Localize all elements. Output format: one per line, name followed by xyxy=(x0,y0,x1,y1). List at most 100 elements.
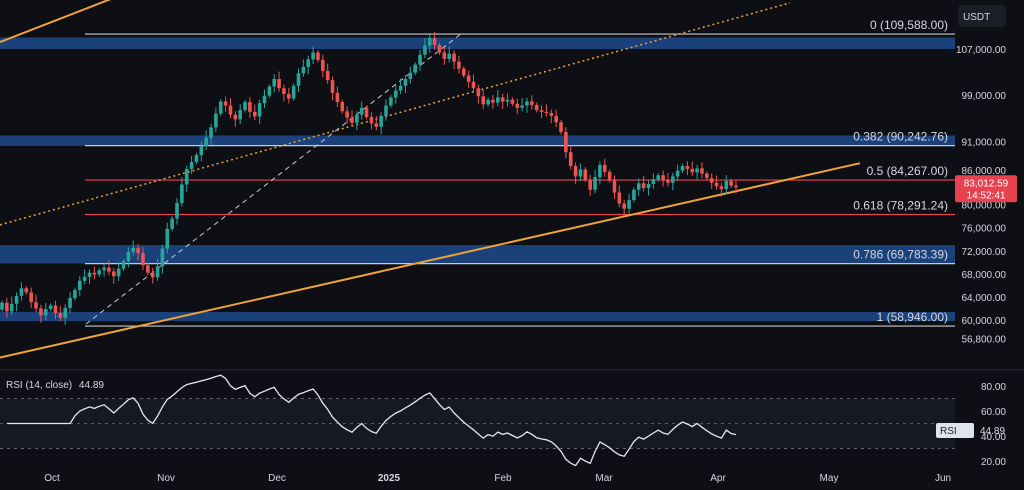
fib-level-label: 0.786 (69,783.39) xyxy=(853,248,948,262)
candle-body xyxy=(432,38,437,45)
candle-body xyxy=(199,146,204,156)
candle-body xyxy=(389,97,393,106)
fibonacci-levels: 0 (109,588.00) 0.382 (90,242.76) 0.5 (84,2… xyxy=(85,18,955,327)
price-tick-label: 72,000.00 xyxy=(962,247,1007,258)
candle-body xyxy=(607,171,612,181)
candle-body xyxy=(131,247,136,252)
price-tick-label: 60,000.00 xyxy=(962,316,1007,327)
candle-body xyxy=(656,175,661,180)
candle-body xyxy=(306,59,311,67)
candle-body xyxy=(408,72,413,79)
candle-body xyxy=(340,102,345,112)
fib-anchor-diagonal xyxy=(85,34,461,325)
rsi-title: RSI (14, close) 44.89 xyxy=(6,380,104,391)
price-tick-label: 107,000.00 xyxy=(956,45,1006,56)
rsi-badge-background xyxy=(936,423,974,438)
current-price-badge: 83,012.59 14:52:41 xyxy=(955,175,1017,203)
candle-body xyxy=(24,288,29,293)
candle-body xyxy=(602,164,607,172)
candle-body xyxy=(121,261,126,269)
candle-body xyxy=(583,169,588,180)
candle-body xyxy=(209,127,213,138)
candle-body xyxy=(632,189,636,201)
currency-badge-background xyxy=(958,5,1006,27)
zone-band xyxy=(0,37,955,49)
candle-body xyxy=(335,92,340,103)
candle-body xyxy=(374,123,379,127)
bar-countdown-label: 14:52:41 xyxy=(967,190,1006,201)
rsi-title-value: 44.89 xyxy=(79,380,104,391)
candle-body xyxy=(63,307,67,318)
candle-body xyxy=(262,95,267,104)
candle-body xyxy=(272,78,277,87)
candle-body xyxy=(0,302,4,310)
candle-body xyxy=(709,178,714,183)
candle-body xyxy=(39,308,43,316)
candle-body xyxy=(321,59,325,71)
candle-body xyxy=(714,182,719,187)
candle-body xyxy=(238,110,242,120)
rsi-value-badge: RSI 44.89 xyxy=(936,423,1005,438)
candle-body xyxy=(413,64,417,73)
candle-body xyxy=(112,271,116,277)
rsi-badge-label: RSI xyxy=(940,426,957,437)
candle-body xyxy=(452,53,456,62)
fib-level-label: 0.5 (84,267.00) xyxy=(867,164,948,178)
candle-body xyxy=(505,99,510,102)
candle-body xyxy=(661,175,665,181)
candle-body xyxy=(165,228,170,249)
candle-body xyxy=(243,102,247,111)
candle-body xyxy=(19,288,24,296)
time-tick-label: Oct xyxy=(44,473,60,484)
time-tick-label: Apr xyxy=(710,473,726,484)
upper-channel-line xyxy=(0,0,111,44)
rsi-badge-value: 44.89 xyxy=(980,426,1005,437)
candle-body xyxy=(724,181,729,190)
candle-body xyxy=(612,180,617,193)
candle-body xyxy=(350,117,354,123)
currency-label: USDT xyxy=(963,12,990,23)
candle-body xyxy=(92,272,97,275)
candle-body xyxy=(34,302,38,309)
candle-body xyxy=(636,183,641,190)
candle-body xyxy=(87,272,92,277)
fib-level-label: 1 (58,946.00) xyxy=(877,310,948,324)
currency-badge[interactable]: USDT xyxy=(958,5,1006,27)
candle-body xyxy=(316,52,320,60)
candle-body xyxy=(515,103,520,108)
time-tick-label: Jun xyxy=(935,473,951,484)
fib-level-label: 0.382 (90,242.76) xyxy=(853,130,948,144)
candle-body xyxy=(369,117,374,124)
candle-body xyxy=(257,103,262,117)
candle-body xyxy=(403,78,408,86)
candle-body xyxy=(9,303,14,312)
candle-body xyxy=(564,132,568,153)
candle-body xyxy=(301,66,306,74)
candle-body xyxy=(296,73,301,86)
candle-body xyxy=(68,298,72,308)
candle-body xyxy=(204,137,208,147)
candle-body xyxy=(398,85,403,91)
candle-body xyxy=(530,101,534,105)
candle-body xyxy=(136,247,140,254)
rsi-title-text: RSI (14, close) xyxy=(6,380,72,391)
candle-body xyxy=(496,97,500,103)
candle-body xyxy=(155,266,160,278)
zone-band xyxy=(0,245,955,264)
candle-body xyxy=(442,52,447,59)
rsi-tick-label: 80.00 xyxy=(981,382,1006,393)
candle-body xyxy=(43,309,48,316)
time-axis[interactable]: Oct Nov Dec 2025 Feb Mar Apr May Jun xyxy=(44,473,951,484)
candle-body xyxy=(476,88,481,97)
candle-body xyxy=(646,183,651,188)
candle-body xyxy=(267,86,272,96)
candle-body xyxy=(141,253,145,266)
price-axis[interactable]: 107,000.00 99,000.00 91,000.00 86,000.00 80,… xyxy=(956,45,1006,345)
candle-body xyxy=(359,107,364,115)
candle-body xyxy=(73,290,77,299)
price-tick-label: 91,000.00 xyxy=(962,137,1007,148)
candle-body xyxy=(447,53,452,59)
time-tick-label: Feb xyxy=(494,473,512,484)
candle-body xyxy=(102,267,106,271)
